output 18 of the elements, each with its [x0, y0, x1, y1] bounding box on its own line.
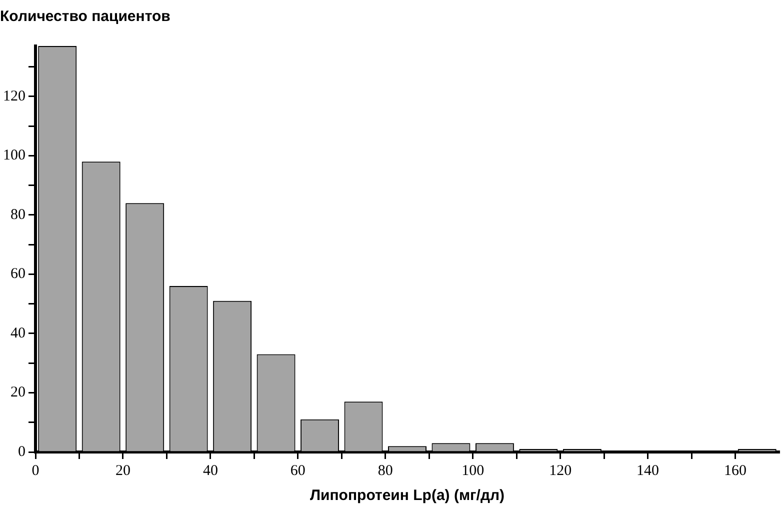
x-tick-label: 60	[290, 462, 306, 479]
y-tick-label: 60	[10, 266, 26, 282]
x-tick-label: 140	[636, 462, 660, 479]
y-tick-label: 20	[10, 384, 26, 401]
x-tick-label: 100	[462, 462, 484, 479]
y-tick-label: 40	[10, 325, 26, 342]
y-tick-label: 0	[18, 444, 26, 460]
y-tick-label: 100	[3, 148, 26, 164]
x-tick-label: 80	[378, 462, 393, 479]
chart-title: Количество пациентов	[0, 8, 170, 26]
y-tick-label: 80	[10, 206, 26, 223]
x-axis-title: Липопротеин Lp(a) (мг/дл)	[310, 487, 504, 504]
x-tick-label: 0	[32, 462, 40, 479]
x-tick-label: 160	[724, 462, 747, 479]
x-tick-label: 40	[202, 462, 218, 479]
y-tick-label: 120	[3, 88, 26, 104]
x-tick-label: 20	[115, 462, 130, 479]
x-tick-label: 120	[549, 462, 572, 479]
